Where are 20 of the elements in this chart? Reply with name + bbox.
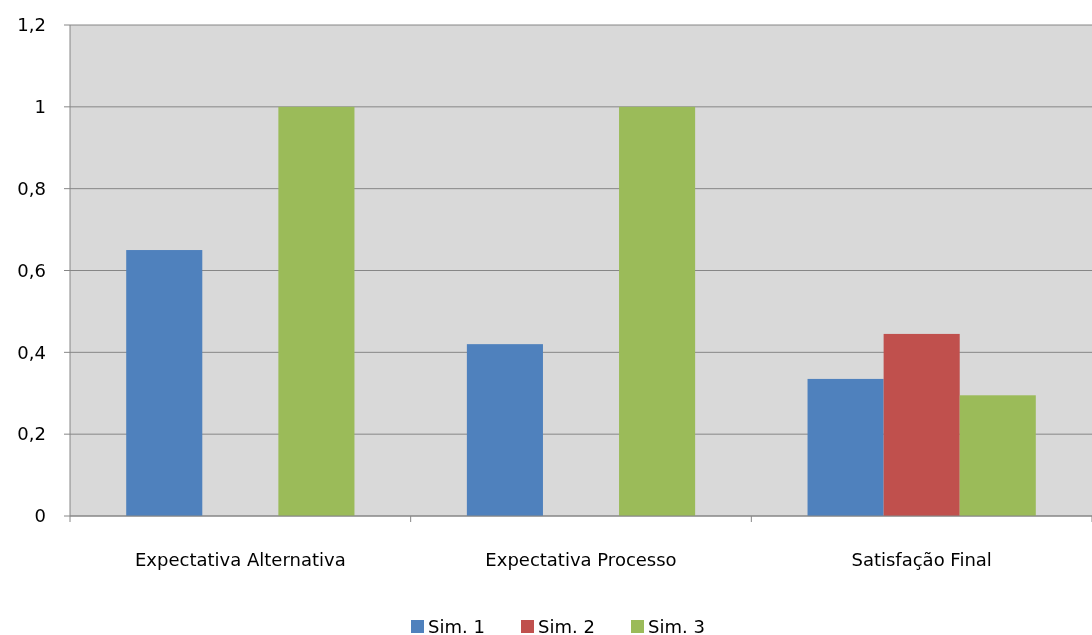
bar — [959, 395, 1036, 516]
bar — [619, 106, 696, 516]
x-tick-label: Expectativa Alternativa — [134, 549, 346, 570]
y-tick-label: 0,2 — [17, 423, 46, 445]
y-tick-label: 1 — [34, 96, 46, 118]
bar — [278, 106, 355, 516]
y-tick-label: 0,6 — [17, 259, 46, 281]
y-tick-label: 0 — [34, 505, 46, 527]
bar — [126, 250, 203, 516]
y-tick-label: 0,4 — [17, 341, 46, 363]
legend-label: Sim. 3 — [648, 616, 705, 635]
bar — [883, 333, 960, 516]
y-tick-label: 1,2 — [17, 14, 46, 36]
bar — [466, 344, 543, 516]
y-tick-label: 0,8 — [17, 177, 46, 199]
bar — [807, 378, 884, 516]
legend-label: Sim. 2 — [538, 616, 595, 635]
x-tick-label: Expectativa Processo — [485, 549, 677, 570]
x-tick-label: Satisfação Final — [851, 549, 992, 570]
legend-label: Sim. 1 — [428, 616, 485, 635]
